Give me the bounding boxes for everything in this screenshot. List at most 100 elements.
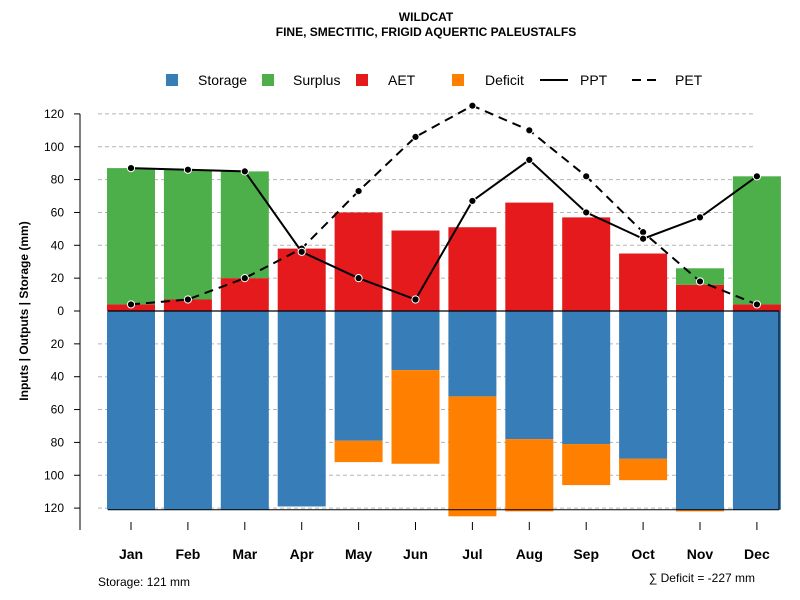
deficit-bar (448, 396, 497, 517)
aet-bar (505, 202, 554, 311)
deficit-bar (562, 444, 611, 486)
y-tick-label: 100 (44, 140, 64, 154)
aet-legend-swatch (356, 74, 368, 86)
ppt-point (468, 196, 477, 206)
ppt-legend-label: PPT (580, 72, 608, 88)
pet-line (130, 104, 758, 306)
storage-bar (334, 311, 383, 441)
ppt-point (297, 247, 306, 256)
chart-title: WILDCAT (399, 10, 454, 24)
x-tick-label: Oct (631, 546, 655, 562)
storage-bar (505, 311, 554, 440)
ppt-point (411, 295, 420, 304)
aet-bar (220, 278, 269, 311)
storage-bar (163, 311, 212, 510)
y-tick-label: 20 (51, 271, 65, 285)
ppt-point (126, 164, 136, 173)
pet-legend-label: PET (675, 72, 703, 88)
deficit-bar (619, 458, 668, 481)
x-tick-label: May (345, 546, 372, 562)
storage-bar (732, 311, 781, 510)
aet-bar (619, 253, 668, 311)
deficit-legend-label: Deficit (485, 72, 524, 88)
y-tick-label: 120 (44, 501, 64, 515)
surplus-bar (163, 169, 212, 300)
ppt-point (183, 165, 192, 174)
storage-bar (448, 311, 497, 397)
ppt-point (582, 208, 591, 217)
storage-bar (676, 311, 724, 510)
surplus-bar (107, 168, 155, 305)
ppt-line (130, 158, 758, 301)
storage-bar (107, 311, 155, 510)
y-tick-label: 80 (51, 435, 65, 449)
deficit-note: ∑ Deficit = -227 mm (649, 571, 755, 585)
surplus-bar (220, 171, 269, 279)
storage-bar (220, 311, 269, 510)
surplus-legend-swatch (262, 74, 274, 86)
x-tick-label: Jul (462, 546, 482, 562)
y-tick-label: 80 (51, 173, 65, 187)
storage-bar (619, 311, 668, 459)
ppt-point (525, 155, 534, 164)
aet-bar (676, 284, 724, 311)
pet-point (695, 277, 705, 286)
y-tick-label: 60 (51, 205, 65, 219)
y-axis: 120 100 80 60 40 20 0 20 40 60 80 100 120 (44, 107, 81, 530)
pet-point (468, 101, 477, 110)
x-tick-label: Apr (290, 546, 315, 562)
pet-point (354, 186, 363, 196)
aet-bar (277, 248, 326, 311)
x-tick-label: Jun (403, 546, 428, 562)
ppt-point (240, 167, 249, 176)
deficit-bar (391, 370, 440, 464)
ppt-point (639, 234, 648, 243)
x-tick-label: Dec (744, 546, 770, 562)
ppt-point (354, 274, 363, 283)
storage-bar (391, 311, 440, 371)
y-tick-label: 60 (51, 403, 65, 417)
y-tick-label: 40 (51, 370, 65, 384)
surplus-bar (732, 176, 781, 305)
pet-point (183, 295, 192, 304)
deficit-bar (505, 439, 554, 512)
y-axis-label: Inputs | Outputs | Storage (mm) (17, 221, 31, 400)
x-tick-label: Sep (573, 546, 599, 562)
pet-point (411, 132, 420, 141)
y-tick-label: 20 (51, 337, 65, 351)
storage-note: Storage: 121 mm (98, 575, 190, 589)
deficit-bar (676, 509, 724, 512)
x-tick-label: Mar (232, 546, 257, 562)
storage-bar (562, 311, 611, 445)
x-tick-label: Nov (687, 546, 714, 562)
x-tick-label: Aug (516, 546, 543, 562)
deficit-bar (334, 440, 383, 463)
x-axis: Jan Feb Mar Apr May Jun Jul Aug Sep Oct Nov Dec (119, 522, 770, 562)
deficit-legend-swatch (452, 74, 464, 86)
series-lines (126, 101, 762, 309)
legend: Storage Surplus AET Deficit PPT PET (166, 72, 703, 88)
chart-subtitle: FINE, SMECTITIC, FRIGID AQUERTIC PALEUST… (276, 25, 576, 39)
x-tick-label: Jan (119, 546, 143, 562)
surplus-bar (676, 268, 724, 285)
y-tick-label: 40 (51, 238, 65, 252)
storage-legend-swatch (166, 74, 178, 86)
y-tick-label: 120 (44, 107, 64, 121)
pet-point (752, 300, 762, 309)
y-tick-label: 100 (44, 468, 64, 482)
storage-legend-label: Storage (198, 72, 247, 88)
aet-legend-label: AET (388, 72, 416, 88)
aet-bar (334, 212, 383, 311)
y-tick-label: 0 (57, 304, 64, 318)
aet-bar (448, 227, 497, 311)
bars (107, 168, 781, 517)
pet-point (126, 300, 136, 309)
aet-bar (562, 217, 611, 311)
ppt-point (752, 172, 762, 181)
storage-bar (277, 311, 326, 507)
surplus-legend-label: Surplus (293, 72, 340, 88)
pet-point (240, 274, 249, 283)
ppt-point (695, 213, 705, 222)
pet-point (582, 172, 591, 181)
